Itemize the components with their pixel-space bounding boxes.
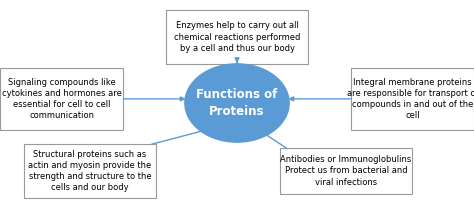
Text: Antibodies or Immunoglobulins
Protect us from bacterial and
viral infections: Antibodies or Immunoglobulins Protect us… (281, 155, 411, 187)
Text: Functions of
Proteins: Functions of Proteins (196, 88, 278, 118)
Text: Enzymes help to carry out all
chemical reactions performed
by a cell and thus ou: Enzymes help to carry out all chemical r… (174, 21, 300, 53)
Text: Signaling compounds like
cytokines and hormones are
essential for cell to cell
c: Signaling compounds like cytokines and h… (2, 78, 121, 120)
FancyBboxPatch shape (166, 10, 308, 64)
Text: Structural proteins such as
actin and myosin provide the
strength and structure : Structural proteins such as actin and my… (28, 150, 152, 192)
Ellipse shape (185, 64, 289, 142)
FancyBboxPatch shape (351, 68, 474, 130)
FancyBboxPatch shape (0, 68, 123, 130)
Text: Integral membrane proteins
are responsible for transport of
compounds in and out: Integral membrane proteins are responsib… (346, 78, 474, 120)
FancyBboxPatch shape (280, 148, 412, 194)
FancyBboxPatch shape (24, 144, 156, 198)
